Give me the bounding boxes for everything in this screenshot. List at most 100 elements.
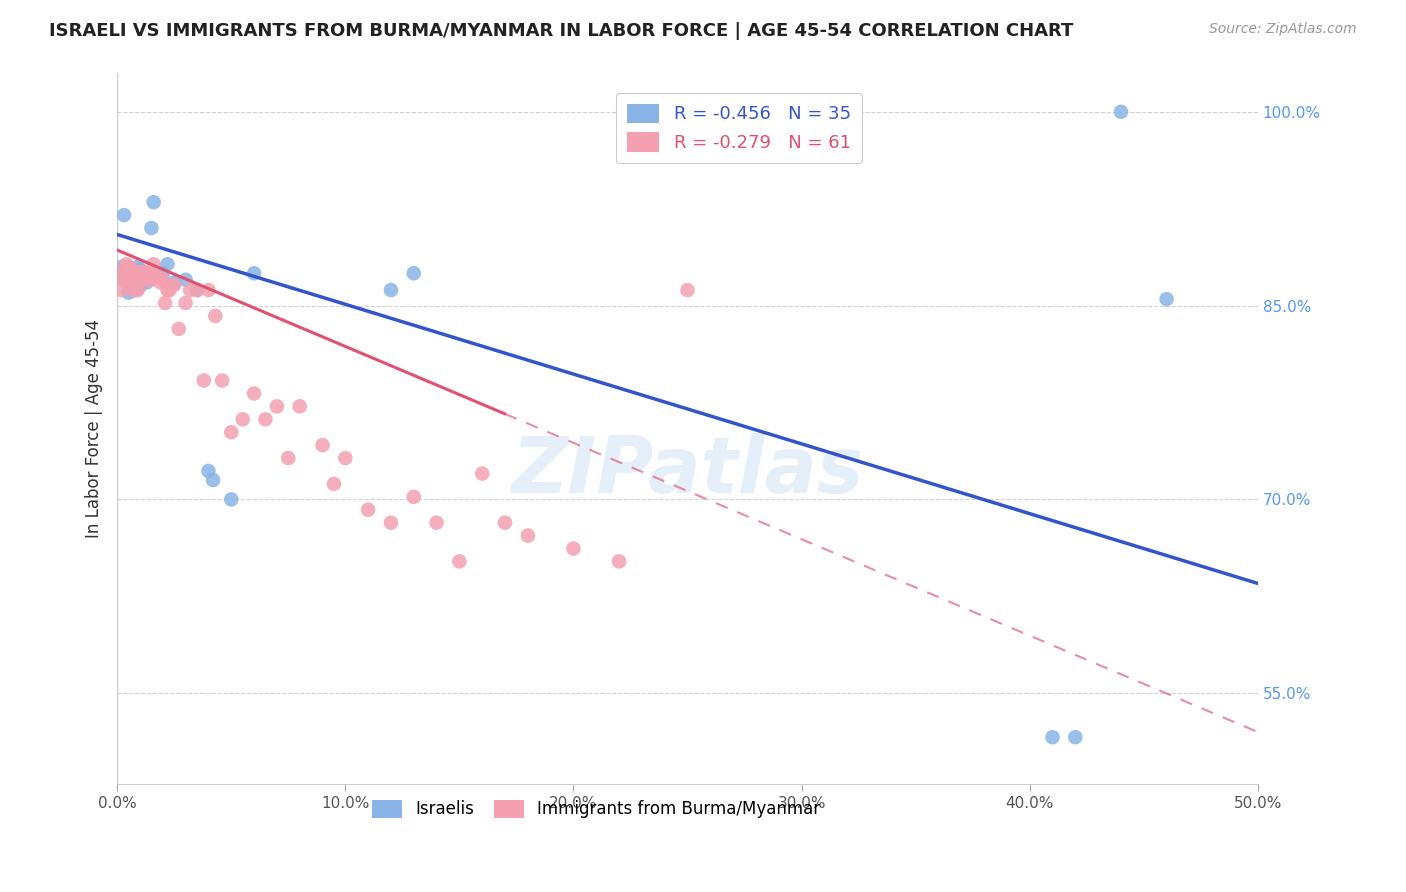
Point (402, 266, 425, 280)
Point (124, 265, 146, 279)
Point (134, 266, 156, 280)
Point (131, 270, 153, 285)
Point (122, 283, 145, 297)
Point (117, 260, 139, 274)
Point (357, 502, 380, 516)
Y-axis label: In Labor Force | Age 45-54: In Labor Force | Age 45-54 (86, 318, 103, 538)
Point (471, 467, 494, 481)
Point (380, 516, 402, 530)
Point (115, 273, 138, 287)
Point (179, 283, 201, 297)
Point (122, 276, 145, 290)
Point (277, 451, 299, 466)
Point (1042, 730, 1064, 744)
Point (516, 528, 538, 542)
Point (186, 283, 208, 297)
Point (676, 283, 699, 297)
Point (380, 283, 402, 297)
Point (129, 276, 152, 290)
Point (402, 490, 425, 504)
Point (335, 451, 357, 466)
Point (127, 273, 149, 287)
Point (135, 273, 157, 287)
Point (127, 283, 149, 297)
Point (124, 283, 146, 297)
Point (201, 473, 224, 487)
Point (141, 273, 163, 287)
Point (124, 266, 146, 280)
Point (120, 273, 142, 287)
Point (135, 276, 157, 290)
Legend: Israelis, Immigrants from Burma/Myanmar: Israelis, Immigrants from Burma/Myanmar (366, 793, 827, 825)
Point (204, 309, 226, 323)
Point (115, 276, 138, 290)
Point (122, 273, 145, 287)
Text: ZIPatlas: ZIPatlas (512, 433, 863, 509)
Text: ISRAELI VS IMMIGRANTS FROM BURMA/MYANMAR IN LABOR FORCE | AGE 45-54 CORRELATION : ISRAELI VS IMMIGRANTS FROM BURMA/MYANMAR… (49, 22, 1074, 40)
Point (243, 266, 266, 280)
Point (129, 262, 152, 277)
Point (494, 516, 516, 530)
Point (127, 260, 149, 274)
Point (243, 386, 266, 401)
Point (254, 412, 277, 426)
Point (112, 266, 135, 280)
Point (111, 283, 134, 297)
Point (197, 464, 219, 478)
Point (117, 285, 139, 300)
Point (152, 266, 174, 280)
Point (153, 296, 176, 310)
Point (115, 266, 138, 280)
Point (112, 273, 135, 287)
Point (219, 425, 242, 440)
Point (1156, 292, 1178, 306)
Point (111, 273, 134, 287)
Point (266, 400, 288, 414)
Point (174, 296, 197, 310)
Point (288, 400, 311, 414)
Point (311, 438, 333, 452)
Point (163, 276, 186, 290)
Point (148, 270, 170, 285)
Point (159, 283, 181, 297)
Point (127, 270, 149, 285)
Point (156, 283, 179, 297)
Point (124, 276, 146, 290)
Point (232, 412, 254, 426)
Point (142, 195, 165, 210)
Point (211, 374, 233, 388)
Point (120, 279, 142, 293)
Point (197, 283, 219, 297)
Point (174, 273, 197, 287)
Point (112, 262, 135, 277)
Point (322, 477, 344, 491)
Point (163, 277, 186, 292)
Point (1064, 730, 1087, 744)
Point (426, 516, 449, 530)
Point (112, 208, 135, 222)
Point (141, 221, 163, 235)
Point (186, 283, 208, 297)
Point (219, 492, 242, 507)
Point (134, 265, 156, 279)
Point (129, 265, 152, 279)
Point (129, 279, 152, 293)
Point (117, 270, 139, 285)
Point (117, 262, 139, 277)
Point (449, 554, 471, 568)
Point (131, 273, 153, 287)
Text: Source: ZipAtlas.com: Source: ZipAtlas.com (1209, 22, 1357, 37)
Point (167, 322, 190, 336)
Point (193, 374, 215, 388)
Point (115, 257, 138, 271)
Point (152, 273, 174, 287)
Point (562, 541, 585, 556)
Point (120, 270, 142, 285)
Point (111, 260, 134, 274)
Point (120, 262, 142, 277)
Point (149, 276, 172, 290)
Point (1109, 104, 1132, 119)
Point (607, 554, 630, 568)
Point (156, 257, 179, 271)
Point (138, 266, 160, 280)
